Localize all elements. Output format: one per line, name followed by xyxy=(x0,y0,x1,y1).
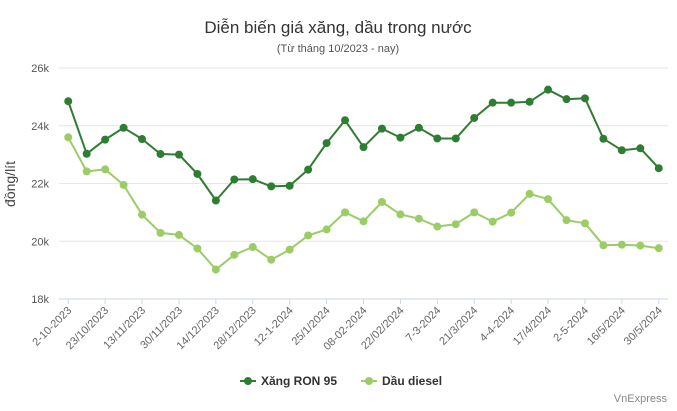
data-point[interactable] xyxy=(470,113,479,122)
legend[interactable]: Xăng RON 95 Dầu diesel xyxy=(240,374,442,388)
x-axis-ticks: 2-10-202323/10/202313/11/202330/11/20231… xyxy=(30,299,665,353)
data-point[interactable] xyxy=(562,95,571,104)
data-point[interactable] xyxy=(377,124,386,133)
data-point[interactable] xyxy=(174,150,183,159)
data-point[interactable] xyxy=(617,146,626,155)
legend-item[interactable]: Dầu diesel xyxy=(361,374,442,388)
data-point[interactable] xyxy=(211,265,220,274)
chart-title: Diễn biến giá xăng, dầu trong nước xyxy=(204,18,472,37)
data-point[interactable] xyxy=(580,219,589,228)
data-point[interactable] xyxy=(396,133,405,142)
series-xang-ron-95 xyxy=(64,85,663,205)
data-point[interactable] xyxy=(414,214,423,223)
x-tick-label: 12-1-2024 xyxy=(252,305,296,349)
data-point[interactable] xyxy=(544,195,553,204)
data-point[interactable] xyxy=(82,167,91,176)
data-point[interactable] xyxy=(304,231,313,240)
series xyxy=(64,85,663,274)
x-tick-label: 30/5/2024 xyxy=(622,305,665,348)
data-point[interactable] xyxy=(138,210,147,219)
data-point[interactable] xyxy=(285,181,294,190)
data-point[interactable] xyxy=(414,123,423,132)
data-point[interactable] xyxy=(654,244,663,253)
data-point[interactable] xyxy=(156,150,165,159)
data-point[interactable] xyxy=(433,134,442,143)
data-point[interactable] xyxy=(322,139,331,148)
legend-item[interactable]: Xăng RON 95 xyxy=(240,374,337,388)
data-point[interactable] xyxy=(562,216,571,225)
data-point[interactable] xyxy=(359,217,368,226)
legend-marker xyxy=(244,377,252,385)
data-point[interactable] xyxy=(101,165,110,174)
x-tick-label: 16/5/2024 xyxy=(585,305,628,348)
data-point[interactable] xyxy=(156,228,165,237)
data-point[interactable] xyxy=(174,230,183,239)
data-point[interactable] xyxy=(580,94,589,103)
legend-label: Dầu diesel xyxy=(382,374,442,388)
data-point[interactable] xyxy=(451,134,460,143)
data-point[interactable] xyxy=(119,180,128,189)
data-point[interactable] xyxy=(488,217,497,226)
data-point[interactable] xyxy=(211,196,220,205)
data-point[interactable] xyxy=(322,225,331,234)
data-point[interactable] xyxy=(248,243,257,252)
credit-label: VnExpress xyxy=(614,393,668,405)
data-point[interactable] xyxy=(119,123,128,132)
data-point[interactable] xyxy=(82,149,91,158)
data-point[interactable] xyxy=(470,208,479,217)
data-point[interactable] xyxy=(636,144,645,153)
series-dau-diesel xyxy=(64,133,663,274)
data-point[interactable] xyxy=(230,250,239,259)
data-point[interactable] xyxy=(396,210,405,219)
data-point[interactable] xyxy=(193,169,202,178)
chart-subtitle: (Từ tháng 10/2023 - nay) xyxy=(277,43,399,55)
y-tick-label: 24k xyxy=(31,121,49,133)
data-point[interactable] xyxy=(267,182,276,191)
data-point[interactable] xyxy=(230,175,239,184)
data-point[interactable] xyxy=(377,197,386,206)
y-tick-label: 22k xyxy=(31,179,49,191)
data-point[interactable] xyxy=(248,175,257,184)
data-point[interactable] xyxy=(101,135,110,144)
data-point[interactable] xyxy=(341,116,350,125)
y-tick-label: 20k xyxy=(31,236,49,248)
y-axis-label: đồng/lít xyxy=(2,161,18,207)
y-tick-label: 18k xyxy=(31,294,49,306)
y-axis-ticks: 18k 20k 22k 24k 26k xyxy=(31,63,49,306)
data-point[interactable] xyxy=(267,255,276,264)
legend-label: Xăng RON 95 xyxy=(261,374,337,388)
data-point[interactable] xyxy=(138,135,147,144)
data-point[interactable] xyxy=(617,240,626,249)
data-point[interactable] xyxy=(359,143,368,152)
data-point[interactable] xyxy=(654,164,663,173)
data-point[interactable] xyxy=(544,85,553,94)
data-point[interactable] xyxy=(525,97,534,106)
data-point[interactable] xyxy=(451,220,460,229)
data-point[interactable] xyxy=(341,208,350,217)
data-point[interactable] xyxy=(599,134,608,143)
data-point[interactable] xyxy=(488,98,497,107)
data-point[interactable] xyxy=(636,241,645,250)
data-point[interactable] xyxy=(64,133,73,142)
data-point[interactable] xyxy=(507,208,516,217)
data-point[interactable] xyxy=(507,98,516,107)
data-point[interactable] xyxy=(64,97,73,106)
x-tick-label: 17/4/2024 xyxy=(511,305,554,348)
x-tick-label: 21/3/2024 xyxy=(437,305,480,348)
y-tick-label: 26k xyxy=(31,63,49,75)
data-point[interactable] xyxy=(525,189,534,198)
series-line xyxy=(67,136,659,271)
legend-marker xyxy=(365,377,373,385)
grid xyxy=(59,67,668,300)
data-point[interactable] xyxy=(599,241,608,250)
data-point[interactable] xyxy=(285,245,294,254)
data-point[interactable] xyxy=(304,165,313,174)
data-point[interactable] xyxy=(433,222,442,231)
data-point[interactable] xyxy=(193,244,202,253)
